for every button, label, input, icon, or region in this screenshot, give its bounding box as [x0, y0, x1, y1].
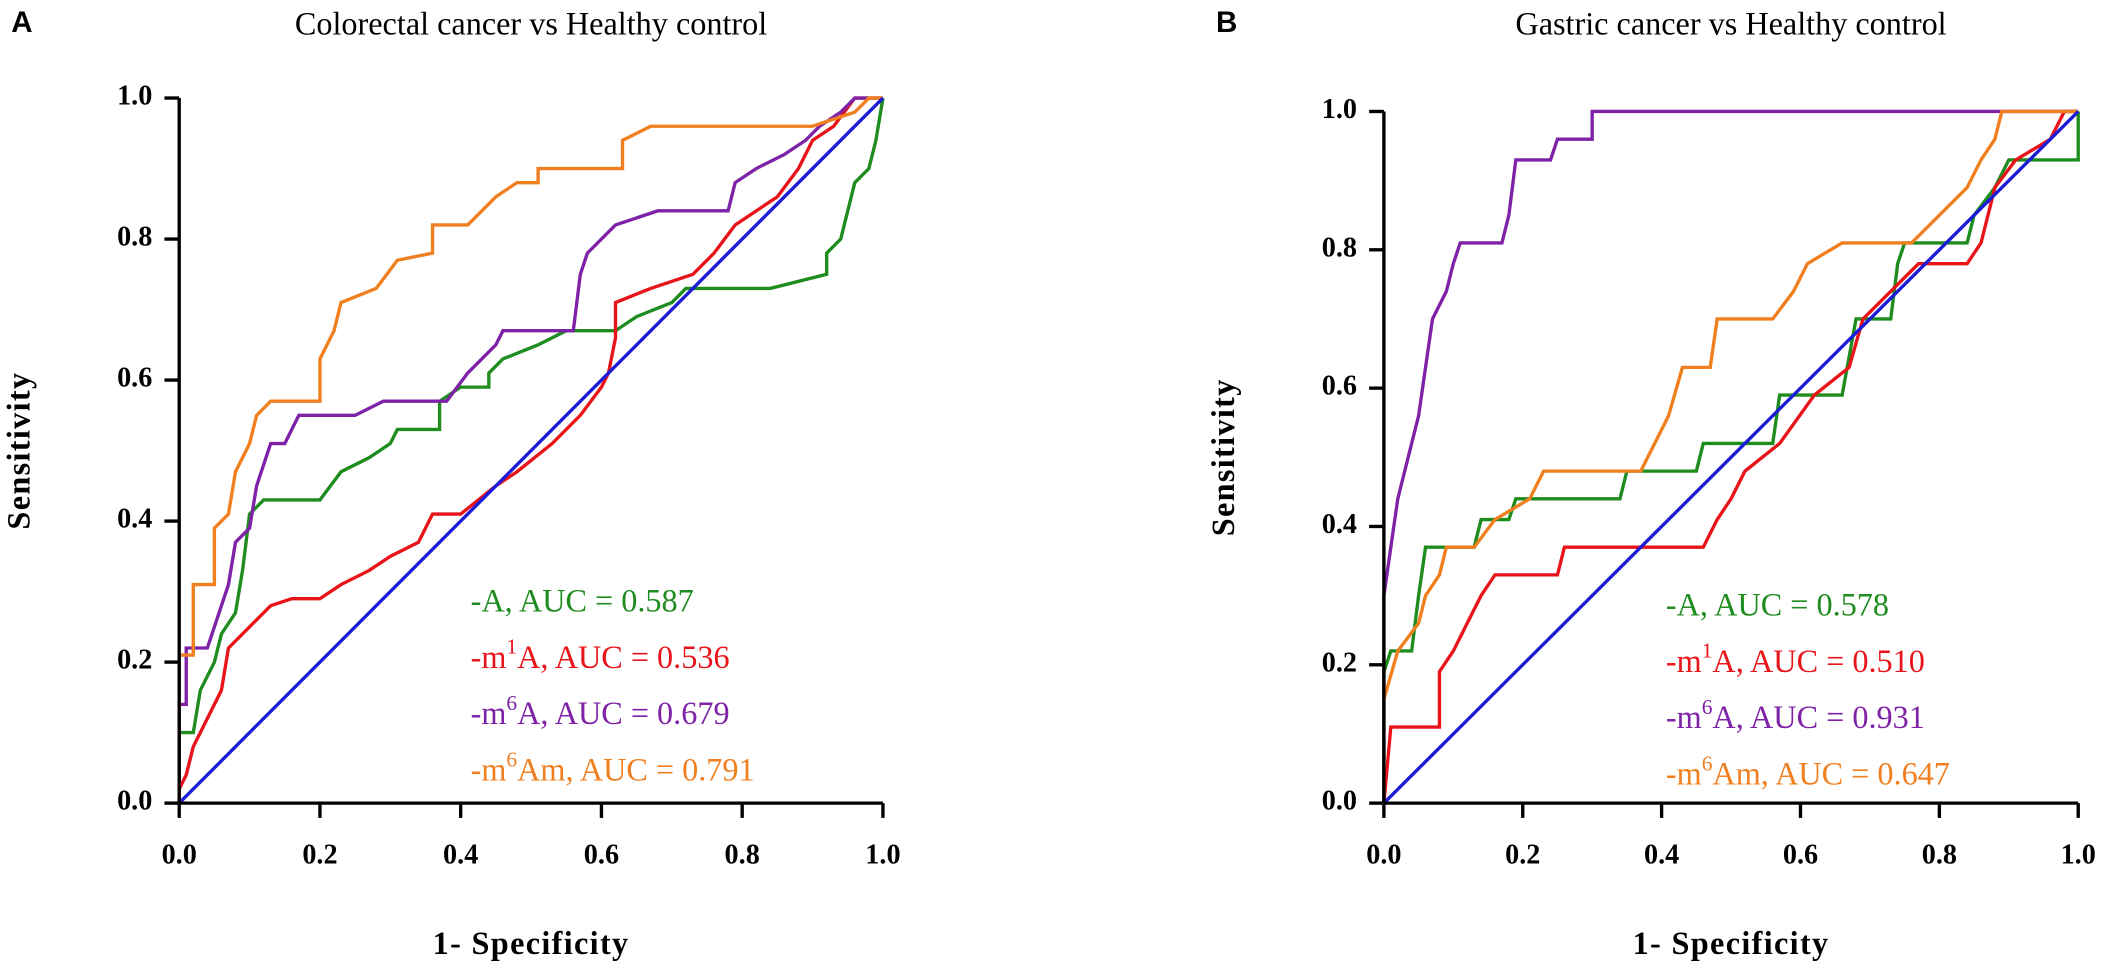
legend-entry: -m1A, AUC = 0.510: [1666, 639, 1925, 680]
x-axis-label: 1- Specificity: [1633, 925, 1830, 961]
chart-title: Colorectal cancer vs Healthy control: [295, 5, 767, 41]
legend-superscript: 1: [1702, 639, 1713, 663]
legend-entry: -m6Am, AUC = 0.791: [471, 747, 755, 788]
roc-curve: [1382, 109, 2079, 804]
x-tick-label: 1.0: [865, 839, 900, 870]
roc-curve: [177, 96, 883, 804]
chart-title: Gastric cancer vs Healthy control: [1515, 5, 1946, 41]
x-tick-label: 0.0: [162, 839, 197, 870]
y-tick-label: 1.0: [117, 81, 152, 112]
legend-text: -m: [471, 752, 507, 788]
y-tick-label: 0.4: [117, 504, 152, 535]
legend-text: Am, AUC = 0.647: [1712, 756, 1949, 792]
y-axis-label: Sensitivity: [1205, 378, 1241, 536]
roc-curve: [177, 96, 883, 804]
roc-curve: [1382, 110, 2080, 805]
x-tick-label: 0.8: [725, 839, 760, 870]
legend-text: Am, AUC = 0.791: [517, 752, 754, 788]
legend-text: -m: [471, 639, 507, 675]
legend-text: A, AUC = 0.510: [1712, 643, 1924, 679]
legend-text: -m: [1666, 643, 1702, 679]
legend-superscript: 6: [506, 747, 517, 771]
y-tick-label: 0.2: [117, 645, 152, 676]
legend-text: A, AUC = 0.679: [517, 696, 729, 732]
y-tick-label: 1.0: [1322, 94, 1357, 125]
x-tick-label: 0.6: [1783, 839, 1818, 870]
x-tick-label: 0.8: [1922, 839, 1957, 870]
legend-entry: -m6A, AUC = 0.931: [1666, 695, 1925, 736]
roc-curve: [1382, 109, 2079, 804]
roc-curve: [178, 96, 885, 805]
x-tick-label: 1.0: [2061, 839, 2096, 870]
x-tick-label: 0.2: [1505, 839, 1540, 870]
x-tick-label: 0.6: [584, 839, 619, 870]
legend-text: -m: [1666, 700, 1702, 736]
legend-text: -m: [471, 696, 507, 732]
x-tick-label: 0.2: [302, 839, 337, 870]
x-tick-label: 0.4: [1644, 839, 1679, 870]
y-tick-label: 0.6: [1322, 371, 1357, 402]
legend-entry: -m1A, AUC = 0.536: [471, 635, 730, 676]
legend-text: A, AUC = 0.931: [1712, 700, 1924, 736]
legend-superscript: 6: [506, 691, 517, 715]
legend-entry: -A, AUC = 0.578: [1666, 587, 1889, 623]
x-axis-label: 1- Specificity: [433, 925, 630, 961]
y-tick-label: 0.4: [1322, 509, 1357, 540]
x-tick-label: 0.0: [1366, 839, 1401, 870]
y-axis-label: Sensitivity: [0, 372, 36, 530]
legend-text: A, AUC = 0.536: [517, 639, 729, 675]
y-tick-label: 0.0: [1322, 786, 1357, 817]
roc-curve: [177, 96, 883, 804]
legend-superscript: 6: [1702, 751, 1713, 775]
legend-text: -A, AUC = 0.578: [1666, 587, 1889, 623]
roc-curve: [1382, 109, 2079, 804]
x-tick-label: 0.4: [443, 839, 478, 870]
legend-superscript: 1: [506, 635, 517, 659]
roc-curve: [177, 97, 885, 804]
roc-curve: [1382, 111, 2080, 804]
y-tick-label: 0.6: [117, 363, 152, 394]
y-tick-label: 0.0: [117, 786, 152, 817]
y-tick-label: 0.8: [117, 222, 152, 253]
panel-label: B: [1216, 6, 1237, 39]
legend-entry: -A, AUC = 0.587: [471, 583, 694, 619]
panel-label: A: [11, 6, 32, 39]
legend-text: -m: [1666, 756, 1702, 792]
legend-entry: -m6Am, AUC = 0.647: [1666, 751, 1950, 792]
legend-superscript: 6: [1702, 695, 1713, 719]
y-tick-label: 0.2: [1322, 647, 1357, 678]
y-tick-label: 0.8: [1322, 232, 1357, 263]
legend-text: -A, AUC = 0.587: [471, 583, 694, 619]
legend-entry: -m6A, AUC = 0.679: [471, 691, 730, 732]
